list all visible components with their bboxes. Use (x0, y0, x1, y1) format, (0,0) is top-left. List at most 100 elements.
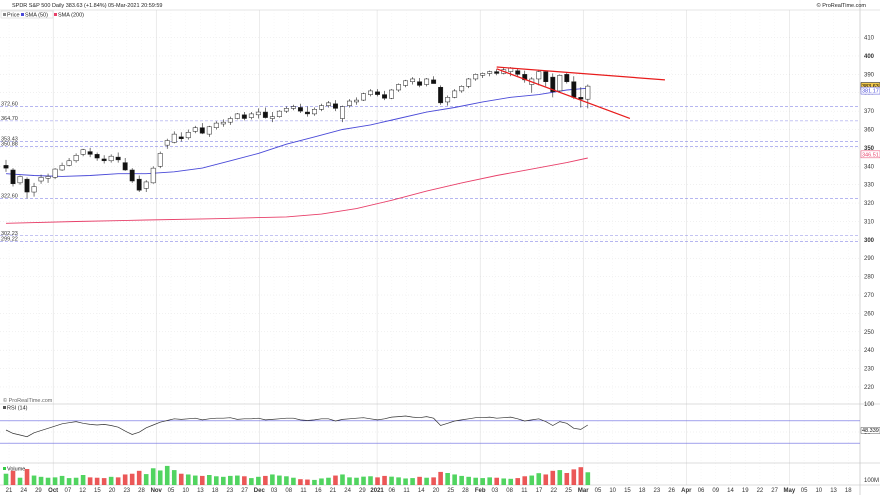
candle-up (459, 86, 465, 92)
volume-bar-up (354, 477, 359, 485)
x-tick-label: 20 (433, 488, 440, 494)
x-tick-label: 26 (668, 488, 675, 494)
candle-down (297, 107, 303, 112)
candle-up (424, 78, 430, 85)
candle-down (494, 71, 500, 74)
sma50-line (5, 87, 588, 177)
candle-up (283, 108, 289, 112)
x-tick-label: 19 (742, 488, 749, 494)
candle-up (452, 90, 458, 98)
candle-up (227, 118, 233, 123)
x-tick-label: 14 (418, 488, 425, 494)
volume-bar-up (66, 478, 72, 485)
volume-bar-up (501, 478, 507, 485)
volume-bar-down (522, 476, 528, 485)
candle-up (17, 176, 23, 184)
volume-bar-up (445, 473, 450, 485)
y-tick-label: 310 (864, 219, 875, 225)
y-tick-label: 340 (864, 164, 875, 170)
trendline (496, 66, 665, 81)
volume-bar-up (459, 475, 464, 485)
candle-up (403, 80, 409, 86)
x-tick-label: 12 (79, 488, 86, 494)
volume-bar-down (10, 470, 16, 485)
volume-bar-up (192, 475, 198, 485)
x-tick-label: 27 (771, 488, 778, 494)
volume-bar-up (206, 475, 212, 485)
x-tick-label: 05 (595, 488, 602, 494)
volume-bar-down (578, 467, 584, 485)
volume-bar-up (396, 477, 401, 485)
volume-bar-down (94, 477, 100, 485)
x-tick-label: 10 (815, 488, 822, 494)
volume-bar-down (305, 479, 310, 485)
volume-bar-up (38, 476, 44, 485)
x-tick-label: 29 (35, 488, 42, 494)
volume-bar-up (31, 475, 37, 485)
candle-up (389, 89, 395, 99)
volume-bar-up (108, 476, 114, 485)
volume-bar-down (550, 470, 556, 485)
legend-volume: Volume (7, 467, 25, 473)
x-tick-label: 06 (698, 488, 705, 494)
candle-up (66, 160, 72, 166)
volume-bar-up (214, 476, 219, 485)
candle-down (199, 127, 205, 134)
y-tick-label: 320 (864, 201, 875, 207)
x-tick-label: 28 (138, 488, 145, 494)
price-tag-label: 346.51 (862, 152, 879, 158)
volume-bar-up (17, 477, 23, 485)
volume-bar-up (59, 475, 65, 485)
candle-down (417, 81, 423, 86)
candle-up (326, 102, 331, 106)
x-tick-label: 05 (801, 488, 808, 494)
candle-down (333, 103, 338, 109)
x-tick-label: 03 (492, 488, 499, 494)
x-tick-label: 09 (712, 488, 719, 494)
level-label: 299.22 (1, 236, 18, 242)
candle-up (290, 106, 296, 109)
volume-bar-up (361, 476, 366, 485)
x-tick-label: 23 (123, 488, 130, 494)
candle-up (487, 71, 493, 74)
candle-up (192, 127, 198, 132)
volume-bar-up (312, 479, 317, 485)
x-tick-label: Mar (578, 488, 589, 494)
x-tick-label: 13 (197, 488, 204, 494)
volume-bar-up (52, 477, 58, 485)
volume-bar-up (270, 474, 275, 485)
volume-bar-up (487, 477, 492, 485)
volume-bar-up (150, 468, 156, 485)
volume-bar-up (319, 478, 324, 485)
time-axis[interactable]: 21 24 29 Oct 07 12 15 20 23 28 Nov 05 10 13 18 23 27 Dec 0… (6, 488, 853, 494)
volume-bar-down (115, 477, 121, 485)
y-tick-label: 260 (864, 311, 875, 317)
x-tick-label: 25 (447, 488, 454, 494)
volume-bar-down (375, 477, 380, 485)
volume-bar-down (333, 475, 338, 485)
volume-panel: 100M (0, 462, 880, 486)
candle-up (143, 181, 149, 189)
candle-down (24, 178, 30, 193)
volume-bar-up (235, 475, 240, 485)
candle-up (585, 85, 591, 100)
volume-bar-up (529, 475, 535, 485)
candle-up (340, 106, 345, 119)
candle-down (3, 165, 9, 169)
volume-bar-up (80, 475, 86, 485)
candle-up (164, 140, 170, 146)
candle-down (262, 111, 268, 118)
legend-sma50: SMA (50) (25, 13, 48, 19)
candle-down (136, 178, 142, 191)
y-tick-label: 280 (864, 275, 875, 281)
trendline (496, 68, 631, 120)
volume-bar-up (466, 476, 471, 485)
x-tick-label: 23 (654, 488, 661, 494)
y-tick-label: 370 (864, 109, 875, 115)
volume-bar-up (557, 470, 563, 485)
x-tick-label: 08 (285, 488, 292, 494)
volume-legend-swatch (3, 467, 6, 470)
candle-up (396, 84, 402, 91)
